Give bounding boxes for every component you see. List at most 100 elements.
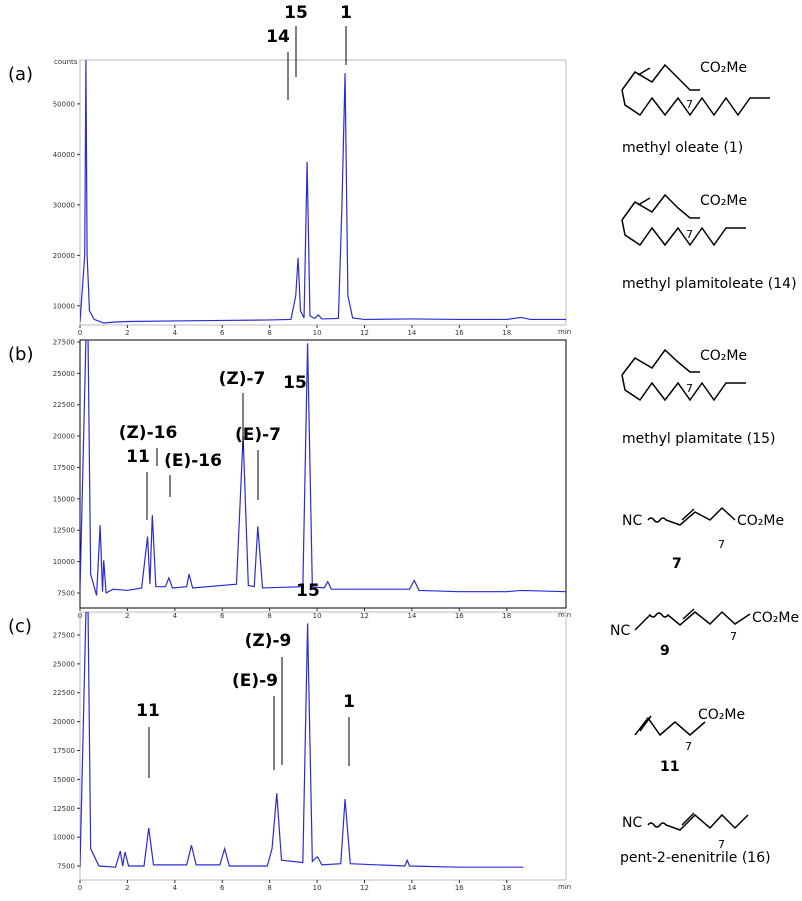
- label: 7: [686, 98, 693, 111]
- structures: CO₂Me 7 methyl oleate (1) CO₂Me 7 methyl…: [610, 60, 799, 866]
- x-tick-label: 10: [313, 329, 322, 337]
- x-tick-label: 0: [78, 329, 82, 337]
- bond: [621, 193, 700, 221]
- x-tick-label: 8: [267, 329, 271, 337]
- x-tick-label: 18: [502, 884, 511, 892]
- annotation: (E)-16: [164, 451, 222, 471]
- annotation: 11: [136, 701, 160, 721]
- x-axis-title: min: [558, 611, 571, 619]
- annotation: 1: [340, 3, 352, 23]
- x-tick-label: 6: [220, 612, 225, 620]
- annotation: 11: [126, 447, 150, 467]
- x-tick-label: 2: [125, 329, 129, 337]
- label: NC: [622, 815, 642, 831]
- plot-frame: [79, 611, 567, 881]
- x-tick-label: 6: [220, 329, 225, 337]
- y-tick-label: 7500: [57, 589, 75, 597]
- bond: [647, 813, 749, 831]
- annotation: (Z)-9: [245, 631, 292, 651]
- y-tick-label: 20000: [53, 433, 75, 441]
- y-tick-label: 10000: [53, 302, 75, 310]
- trace: [80, 60, 566, 324]
- chart-panel: (b)min7500100001250015000175002000022500…: [8, 339, 571, 620]
- caption: pent-2-enenitrile (16): [620, 850, 771, 866]
- panel-label: (c): [8, 616, 32, 637]
- y-tick-label: 40000: [53, 151, 75, 159]
- y-tick-label: 20000: [53, 718, 75, 726]
- annotation: 1: [343, 692, 355, 712]
- x-tick-label: 0: [78, 884, 82, 892]
- y-tick-label: 7500: [57, 863, 75, 871]
- bond: [634, 610, 751, 631]
- x-tick-label: 16: [455, 884, 464, 892]
- y-tick-label: 25000: [53, 370, 75, 378]
- x-tick-label: 14: [407, 612, 416, 620]
- x-axis-title: min: [558, 883, 571, 891]
- bond: [634, 716, 706, 737]
- x-tick-label: 10: [313, 884, 322, 892]
- x-tick-label: 8: [267, 884, 271, 892]
- label: CO₂Me: [698, 707, 745, 723]
- bond: [621, 63, 700, 91]
- label: CO₂Me: [700, 348, 747, 364]
- bond: [647, 506, 736, 526]
- y-tick-label: 12500: [53, 527, 75, 535]
- y-tick-label: 17500: [53, 464, 75, 472]
- label: 7: [685, 740, 692, 753]
- label: 7: [730, 630, 737, 643]
- bond: [637, 197, 651, 206]
- bond: [621, 219, 746, 247]
- bond: [681, 508, 695, 521]
- y-tick-label: 22500: [53, 689, 75, 697]
- annotation: 15: [284, 3, 308, 23]
- x-tick-label: 14: [407, 329, 416, 337]
- x-tick-label: 18: [502, 329, 511, 337]
- trace: [80, 340, 566, 596]
- annotation: (Z)-7: [219, 369, 266, 389]
- y-tick-label: 15000: [53, 776, 75, 784]
- y-tick-label: 27500: [53, 339, 75, 347]
- label: CO₂Me: [752, 610, 799, 626]
- x-tick-label: 18: [502, 612, 511, 620]
- bond: [639, 715, 652, 732]
- x-tick-label: 16: [455, 612, 464, 620]
- caption: 7: [672, 556, 682, 572]
- annotation: 15: [283, 373, 307, 393]
- label: CO₂Me: [700, 60, 747, 76]
- y-tick-label: 10000: [53, 834, 75, 842]
- trace: [80, 612, 524, 868]
- x-tick-label: 12: [360, 612, 369, 620]
- caption: 9: [660, 643, 670, 659]
- y-axis-title: counts: [54, 58, 78, 66]
- y-tick-label: 12500: [53, 805, 75, 813]
- caption: 11: [660, 759, 679, 775]
- caption: methyl plamitoleate (14): [622, 276, 797, 292]
- caption: methyl plamitate (15): [622, 431, 775, 447]
- annotation: (E)-7: [235, 425, 281, 445]
- y-tick-label: 27500: [53, 631, 75, 639]
- bond: [682, 608, 695, 620]
- y-tick-label: 22500: [53, 401, 75, 409]
- label: NC: [622, 513, 642, 529]
- x-tick-label: 4: [173, 884, 178, 892]
- label: CO₂Me: [737, 513, 784, 529]
- x-tick-label: 8: [267, 612, 271, 620]
- x-tick-label: 2: [125, 612, 129, 620]
- annotation: (Z)-16: [119, 423, 178, 443]
- panel-label: (a): [8, 64, 33, 85]
- label: 7: [718, 838, 725, 851]
- label: 7: [718, 538, 725, 551]
- bond: [637, 67, 651, 76]
- y-tick-label: 25000: [53, 660, 75, 668]
- y-tick-label: 30000: [53, 201, 75, 209]
- bond: [621, 374, 746, 402]
- label: 7: [686, 382, 693, 395]
- x-tick-label: 12: [360, 329, 369, 337]
- x-tick-label: 10: [313, 612, 322, 620]
- x-tick-label: 4: [173, 329, 178, 337]
- label: 7: [686, 228, 693, 241]
- x-tick-label: 12: [360, 884, 369, 892]
- annotation: (E)-9: [232, 671, 278, 691]
- label: CO₂Me: [700, 193, 747, 209]
